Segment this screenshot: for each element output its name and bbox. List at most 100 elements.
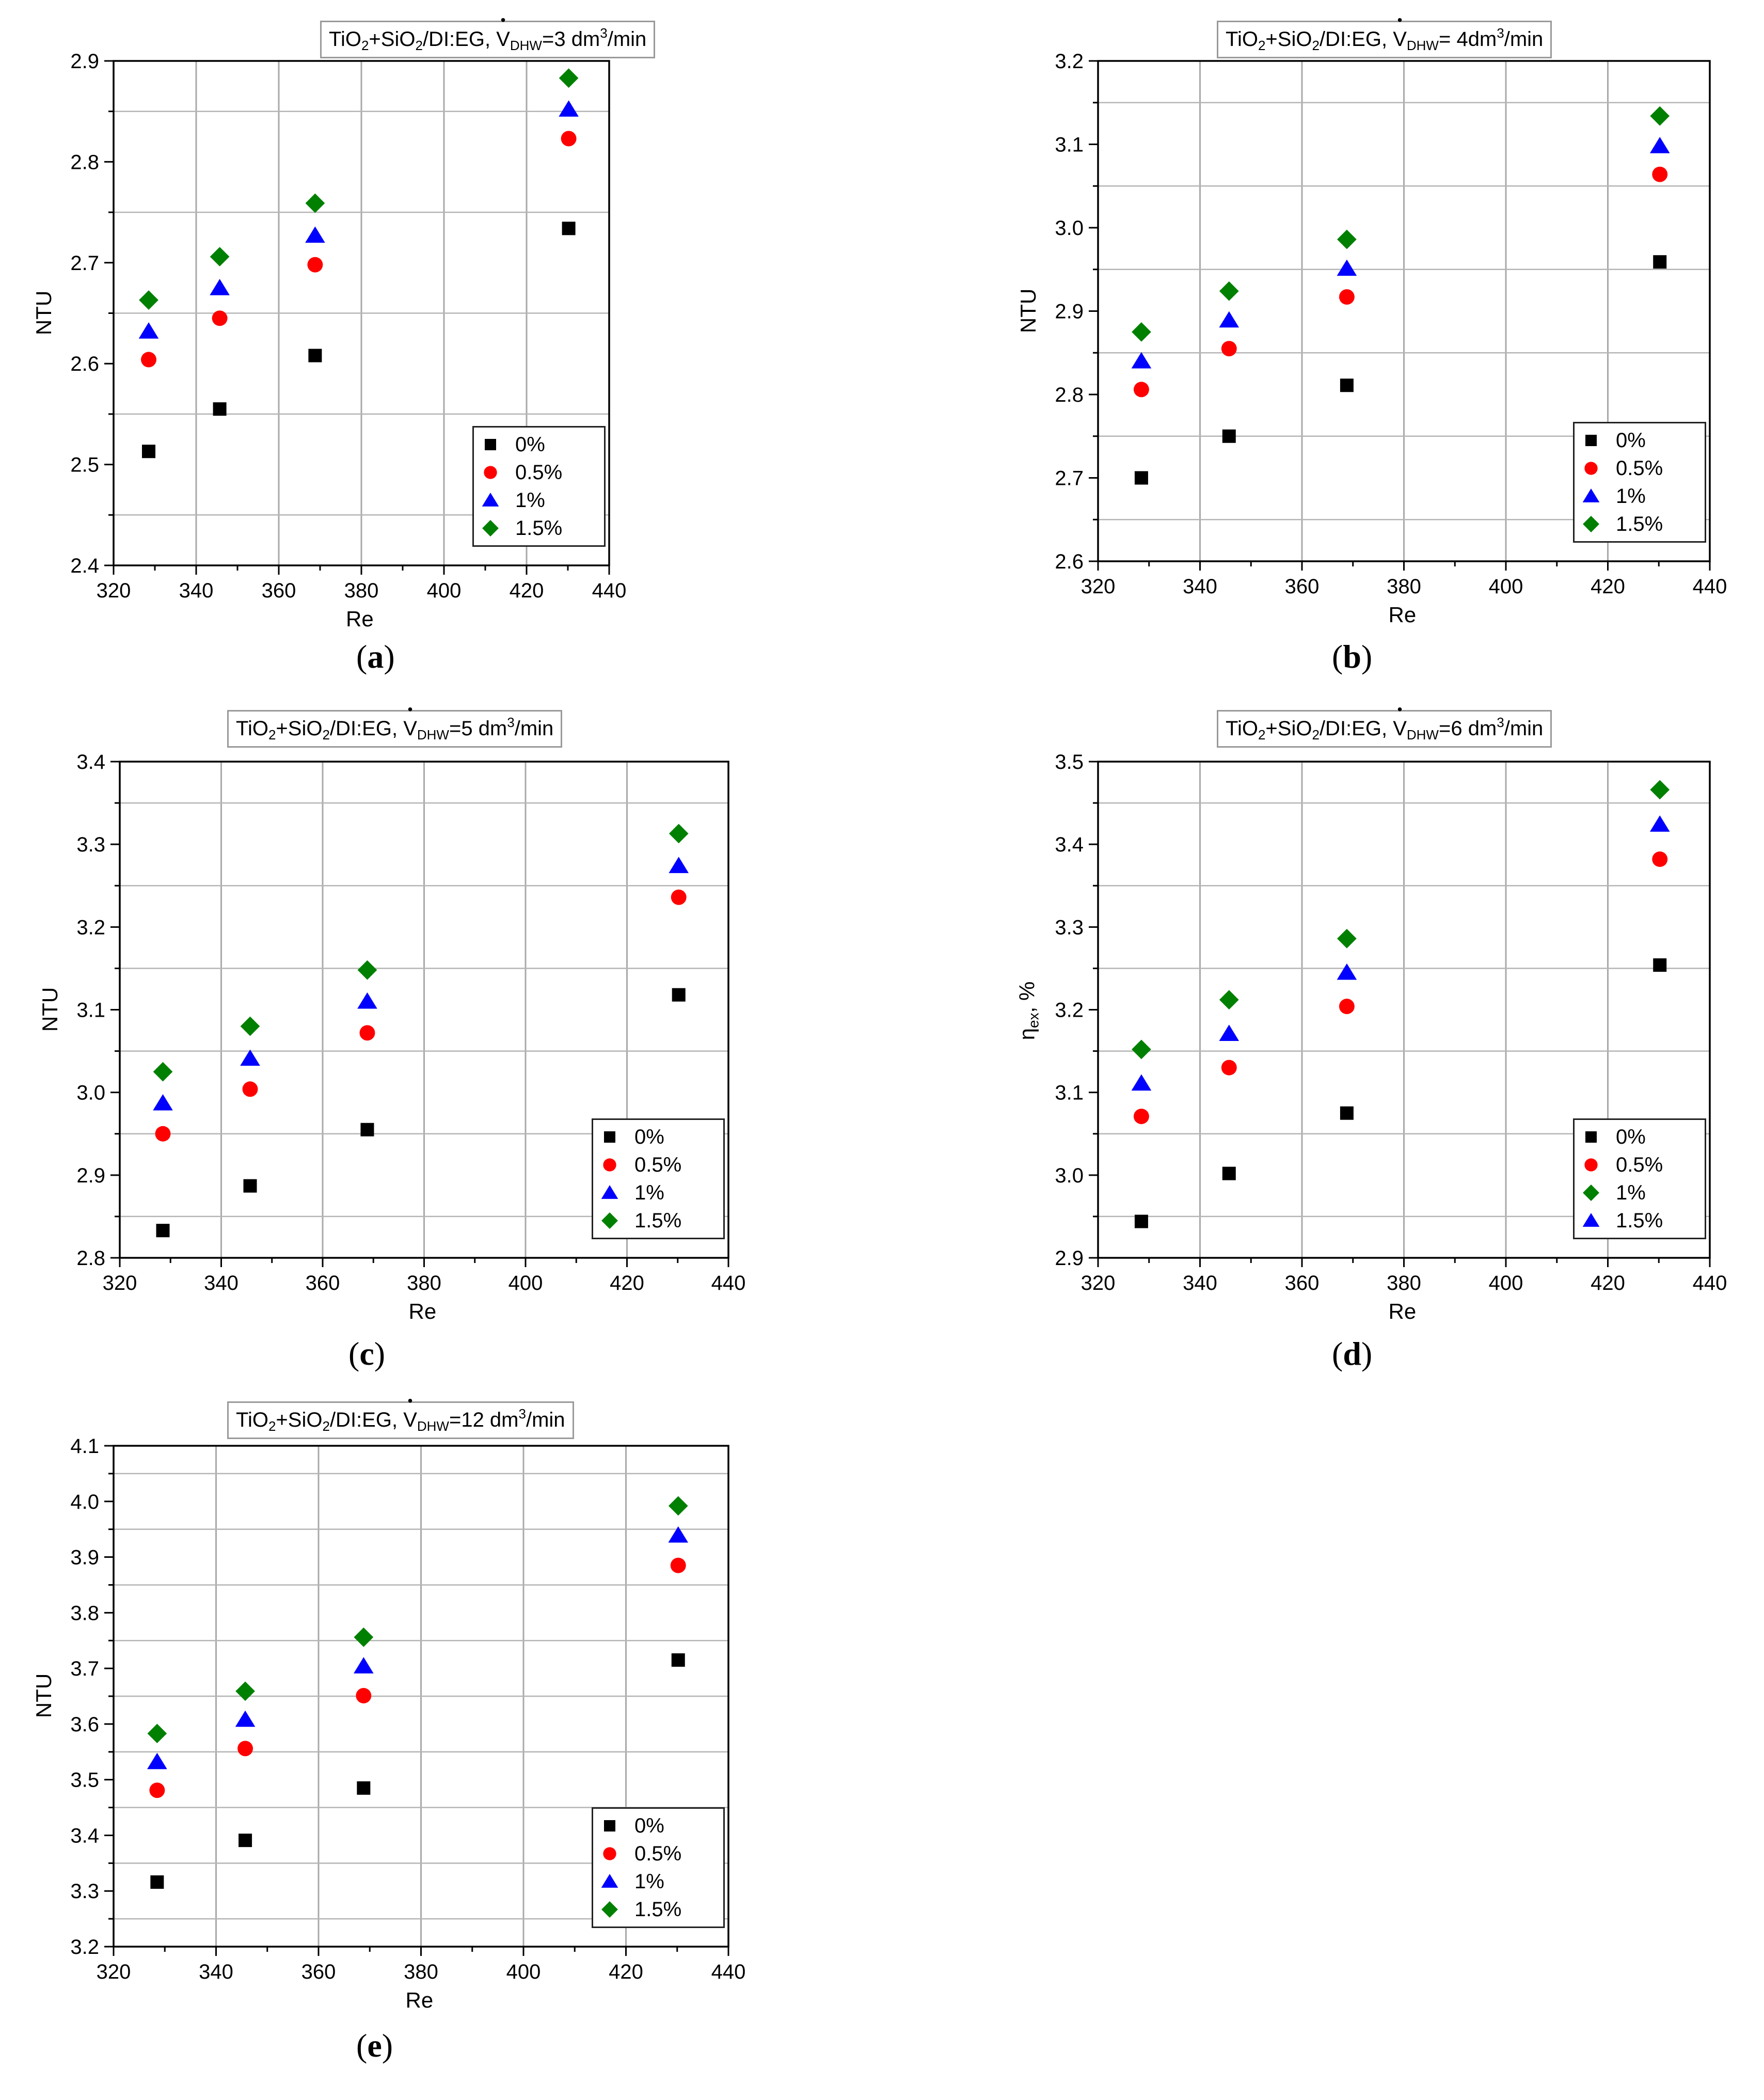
data-point: [138, 322, 159, 339]
y-tick-label: 3.1: [1055, 134, 1084, 156]
legend-marker-shape: [1585, 435, 1597, 446]
y-tick-label: 3.7: [70, 1657, 99, 1680]
legend-label: 0%: [634, 1814, 664, 1837]
y-tick-label: 2.9: [70, 50, 99, 73]
data-point: [561, 131, 577, 147]
data-point: [235, 1710, 256, 1727]
data-point: [1131, 352, 1152, 369]
legend-entry: 1.5%: [600, 1896, 714, 1923]
y-tick-label: 3.6: [70, 1713, 99, 1736]
y-axis-label: NTU: [31, 1673, 56, 1718]
legend-marker: [482, 493, 499, 507]
legend-label: 1%: [1616, 1181, 1646, 1204]
y-tick-label: 3.4: [70, 1824, 99, 1847]
x-tick-label: 400: [1489, 575, 1523, 598]
legend-marker-shape: [484, 466, 497, 479]
data-point: [669, 824, 689, 844]
legend-label: 0.5%: [634, 1153, 682, 1176]
data-point: [1340, 1106, 1354, 1120]
data-point: [1337, 963, 1357, 980]
y-tick-label: 2.6: [1055, 550, 1084, 573]
legend-marker: [603, 1158, 616, 1172]
x-tick-label: 360: [1285, 1272, 1320, 1294]
legend-entry: 0%: [1582, 1123, 1695, 1151]
y-tick-label: 2.8: [1055, 384, 1084, 406]
x-tick-label: 320: [103, 1272, 137, 1294]
x-tick-label: 400: [506, 1961, 541, 1983]
data-point: [1132, 322, 1151, 342]
x-tick-label: 360: [301, 1961, 336, 1983]
legend-entry: 1%: [1582, 482, 1695, 510]
legend-entry: 0%: [481, 431, 595, 459]
data-point: [156, 1224, 170, 1238]
data-point: [1652, 166, 1668, 182]
legend-marker-shape: [1584, 1158, 1598, 1172]
legend-label: 0%: [1616, 1125, 1646, 1148]
data-point: [1134, 471, 1148, 485]
legend: 0% 0.5% 1% 1.5%: [472, 426, 606, 547]
data-point: [240, 1049, 260, 1066]
data-point: [307, 257, 323, 273]
x-tick-label: 440: [592, 579, 627, 602]
data-point: [1221, 341, 1237, 357]
legend-entry: 1%: [1582, 1179, 1695, 1207]
legend-label: 0%: [1616, 429, 1646, 452]
legend: 0% 0.5% 1% 1.5%: [592, 1118, 725, 1239]
data-point: [360, 1123, 374, 1136]
data-point: [305, 193, 325, 213]
data-point: [153, 1062, 173, 1082]
x-tick-label: 320: [1081, 1272, 1116, 1294]
legend-label: 1.5%: [634, 1209, 682, 1232]
legend-label: 1.5%: [515, 516, 563, 540]
data-point: [357, 960, 377, 980]
data-point: [354, 1657, 374, 1673]
x-tick-label: 380: [1387, 1272, 1421, 1294]
x-tick-label: 420: [1591, 575, 1625, 598]
legend-label: 1.5%: [634, 1898, 682, 1921]
legend-marker-shape: [1582, 1213, 1600, 1227]
legend-marker: [1582, 488, 1600, 502]
legend-entry: 1.5%: [1582, 1207, 1695, 1235]
legend-label: 1.5%: [1616, 1209, 1663, 1232]
legend-label: 1.5%: [1616, 512, 1663, 535]
legend-marker-shape: [482, 493, 499, 507]
y-tick-label: 3.0: [76, 1082, 105, 1104]
y-tick-label: 3.3: [76, 833, 105, 856]
y-tick-label: 2.5: [70, 454, 99, 477]
chart-title: TiO2+SiO2/DI:EG, VDHW=3 dm3/min: [320, 21, 656, 59]
data-point: [243, 1179, 257, 1193]
data-point: [142, 445, 155, 459]
data-point: [147, 1752, 167, 1770]
legend-entry: 0.5%: [600, 1840, 714, 1868]
panel-caption: (b): [1332, 638, 1373, 675]
data-point: [1134, 1214, 1148, 1228]
x-tick-label: 340: [1183, 1272, 1217, 1294]
y-tick-label: 3.2: [70, 1936, 99, 1959]
legend-marker: [601, 1212, 618, 1229]
data-point: [668, 1526, 689, 1543]
legend-marker: [601, 1901, 618, 1918]
legend-entry: 1%: [600, 1868, 714, 1896]
legend-entry: 0%: [1582, 427, 1695, 454]
data-point: [210, 247, 230, 266]
data-point: [1219, 990, 1239, 1010]
data-point: [670, 1557, 686, 1573]
data-point: [359, 1025, 375, 1041]
x-tick-label: 340: [204, 1272, 239, 1294]
data-point: [672, 988, 686, 1002]
y-tick-label: 2.6: [70, 353, 99, 375]
legend-entry: 0%: [600, 1812, 714, 1840]
legend-label: 1%: [515, 488, 545, 512]
data-point: [668, 1496, 688, 1516]
data-point: [305, 226, 325, 243]
y-tick-label: 3.5: [1055, 751, 1084, 773]
data-point: [1133, 1109, 1149, 1125]
legend-label: 1%: [1616, 484, 1646, 508]
legend: 0% 0.5% 1% 1.5%: [1573, 1118, 1706, 1239]
data-point: [139, 290, 158, 310]
x-tick-label: 440: [711, 1272, 746, 1294]
y-tick-label: 3.1: [76, 999, 105, 1022]
x-tick-label: 380: [404, 1961, 438, 1983]
